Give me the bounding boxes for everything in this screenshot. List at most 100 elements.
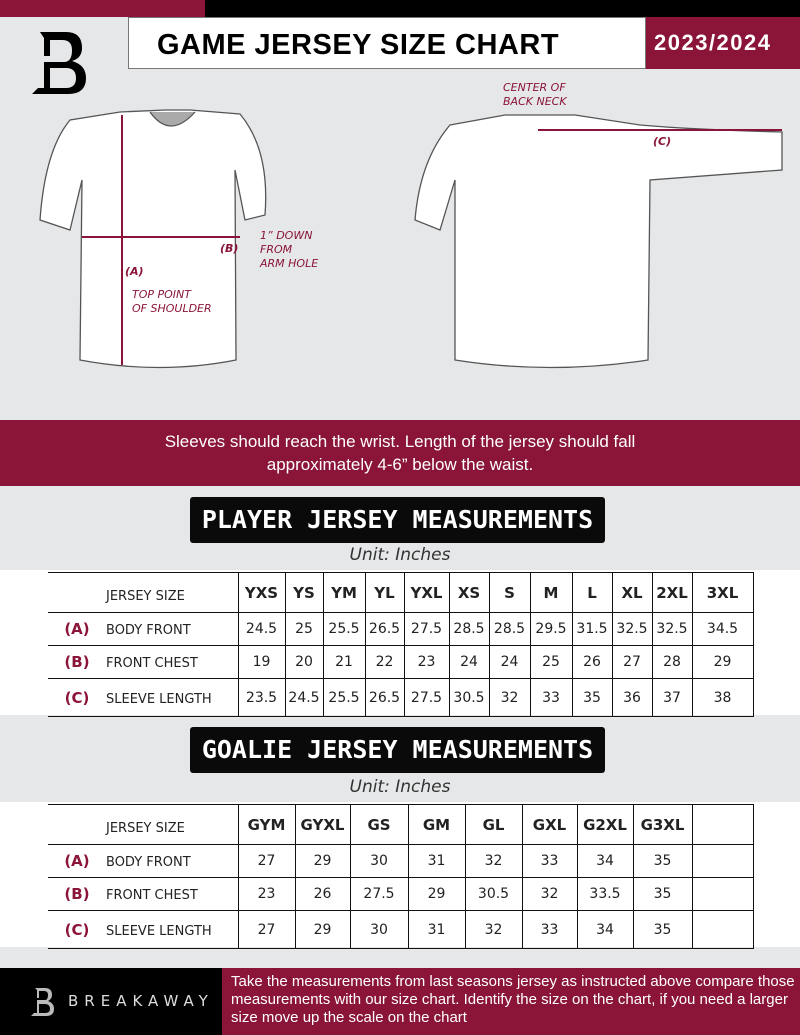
table-cell: 29 [691, 645, 754, 679]
shoulder-note: TOP POINT OF SHOULDER [132, 288, 212, 315]
table-cell: 30 [349, 844, 409, 878]
table-cell: 22 [364, 645, 405, 679]
table-row: (A) BODY FRONT 24.5 25 25.5 26.5 27.5 28.5 28.5 2… [48, 612, 754, 646]
table-cell: 33 [521, 910, 578, 949]
top-accent-bar [0, 0, 205, 17]
row-letter: (A) [64, 620, 90, 638]
table-cell: 29 [294, 910, 351, 949]
table-cell: 35 [632, 877, 693, 911]
table-cell: 28 [651, 645, 693, 679]
row-letter: (A) [64, 852, 90, 870]
row-label: SLEEVE LENGTH [106, 923, 212, 939]
label-c: (C) [653, 135, 672, 148]
row-letter: (C) [64, 688, 90, 707]
table-cell: 31 [407, 910, 466, 949]
table-cell [691, 877, 754, 911]
table-cell: 28.5 [488, 612, 531, 646]
table-cell: 27.5 [403, 678, 450, 717]
size-header: G3XL [632, 804, 693, 845]
table-cell: 28.5 [448, 612, 490, 646]
row-label: FRONT CHEST [106, 888, 198, 903]
goalie-section-title: GOALIE JERSEY MEASUREMENTS [190, 727, 605, 773]
table-cell: 29.5 [529, 612, 573, 646]
size-header: GYM [237, 804, 296, 845]
table-cell: 30 [349, 910, 409, 949]
table-cell: 34 [576, 844, 634, 878]
arm-hole-note: 1” DOWN FROM ARM HOLE [260, 229, 319, 270]
table-cell: 36 [611, 678, 653, 717]
size-header: 3XL [691, 572, 754, 613]
size-header: GM [407, 804, 466, 845]
table-cell: 35 [632, 910, 693, 949]
center-back-neck-note: CENTER OF BACK NECK [503, 81, 567, 108]
table-cell: 32.5 [651, 612, 693, 646]
table-cell: 35 [632, 844, 693, 878]
season-label: 2023/2024 [646, 17, 800, 69]
table-cell: 34 [576, 910, 634, 949]
table-cell: 38 [691, 678, 754, 717]
goalie-size-table: JERSEY SIZE GYM GYXL GS GM GL GXL G2XL G3XL (A) BO… [48, 804, 754, 949]
table-cell: 21 [322, 645, 366, 679]
table-cell: 29 [294, 844, 351, 878]
player-section-title: PLAYER JERSEY MEASUREMENTS [190, 497, 605, 543]
size-header: L [571, 572, 613, 613]
table-cell: 32 [464, 844, 523, 878]
size-header: GS [349, 804, 409, 845]
table-header-row: JERSEY SIZE GYM GYXL GS GM GL GXL G2XL G3XL [48, 804, 754, 845]
size-header: YS [284, 572, 324, 613]
table-cell: 24.5 [284, 678, 324, 717]
size-header: XL [611, 572, 653, 613]
size-header: GXL [521, 804, 578, 845]
size-header [691, 804, 754, 845]
size-header: GYXL [294, 804, 351, 845]
table-cell: 26.5 [364, 678, 405, 717]
table-cell: 27.5 [349, 877, 409, 911]
jersey-front-drawing [39, 109, 267, 369]
top-black-bar [205, 0, 800, 17]
fit-instructions-banner: Sleeves should reach the wrist. Length o… [0, 420, 800, 486]
table-header-row: JERSEY SIZE YXS YS YM YL YXL XS S M L XL 2XL 3XL [48, 572, 754, 613]
table-cell: 29 [407, 877, 466, 911]
size-header: 2XL [651, 572, 693, 613]
table-cell: 26 [294, 877, 351, 911]
table-cell: 35 [571, 678, 613, 717]
row-label: SLEEVE LENGTH [106, 691, 212, 707]
table-cell: 23 [403, 645, 450, 679]
goalie-unit: Unit: Inches [349, 777, 451, 797]
size-header: YL [364, 572, 405, 613]
table-row: (B) FRONT CHEST 19 20 21 22 23 24 24 25 26 27 28 29 [48, 645, 754, 679]
size-header: G2XL [576, 804, 634, 845]
table-cell: 23.5 [237, 678, 286, 717]
table-cell: 20 [284, 645, 324, 679]
size-header: XS [448, 572, 490, 613]
table-row: (C) SLEEVE LENGTH 27 29 30 31 32 33 34 35 [48, 910, 754, 949]
table-cell: 33.5 [576, 877, 634, 911]
table-cell: 26.5 [364, 612, 405, 646]
label-b: (B) [220, 242, 239, 255]
table-cell: 32 [488, 678, 531, 717]
table-row: (B) FRONT CHEST 23 26 27.5 29 30.5 32 33.5 35 [48, 877, 754, 911]
row-label: FRONT CHEST [106, 656, 198, 671]
size-header: M [529, 572, 573, 613]
table-cell [691, 910, 754, 949]
footer-instructions: Take the measurements from last seasons … [222, 968, 800, 1035]
table-cell: 32.5 [611, 612, 653, 646]
table-cell: 24.5 [237, 612, 286, 646]
size-header: GL [464, 804, 523, 845]
row-label: BODY FRONT [106, 855, 191, 870]
page-title: GAME JERSEY SIZE CHART [128, 17, 646, 69]
table-cell: 19 [237, 645, 286, 679]
table-cell: 33 [529, 678, 573, 717]
size-header: YXL [403, 572, 450, 613]
jersey-diagram [39, 109, 783, 369]
jersey-size-header: JERSEY SIZE [48, 804, 239, 845]
breakaway-logo-icon [31, 988, 54, 1016]
jersey-back-drawing [414, 114, 783, 369]
row-letter: (B) [64, 653, 90, 671]
table-cell: 31 [407, 844, 466, 878]
table-cell: 27 [611, 645, 653, 679]
table-cell: 24 [448, 645, 490, 679]
table-cell: 33 [521, 844, 578, 878]
table-cell: 24 [488, 645, 531, 679]
footer-brand: BREAKAWAY [0, 968, 222, 1035]
